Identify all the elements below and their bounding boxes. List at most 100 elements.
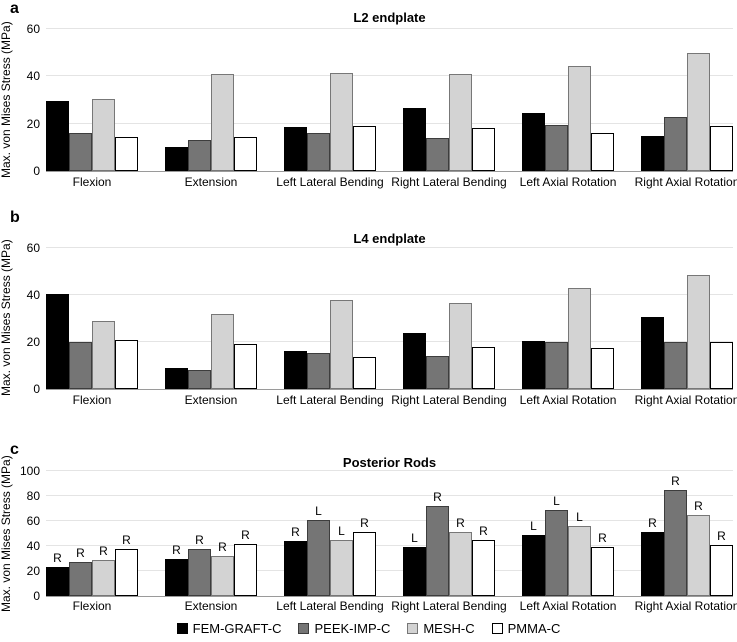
bar-slot	[545, 29, 568, 171]
gridline	[46, 545, 733, 546]
bar-slot	[472, 248, 495, 389]
bar-mesh-c	[568, 526, 591, 596]
bar-pmma-c	[234, 136, 257, 171]
category-label: Right Lateral Bending	[391, 599, 507, 613]
bar-slot	[165, 29, 188, 171]
category-label: Extension	[184, 175, 238, 189]
bar-slot: R	[449, 471, 472, 596]
bar-slot	[307, 29, 330, 171]
gridline	[46, 28, 733, 29]
y-tick-label: 20	[26, 564, 40, 578]
bar-group	[165, 29, 257, 171]
y-tick-label: 60	[26, 514, 40, 528]
category-label: Left Axial Rotation	[519, 393, 617, 407]
bar-slot: R	[188, 471, 211, 596]
category-cell: Left Axial Rotation	[520, 599, 617, 613]
gridline	[46, 122, 733, 124]
rod-side-label: R	[456, 516, 465, 531]
legend-label: MESH-C	[423, 621, 475, 636]
bar-mesh-c	[211, 556, 234, 596]
category-label: Right Lateral Bending	[391, 393, 507, 407]
y-axis-title: Max. von Mises Stress (MPa)	[0, 21, 13, 179]
bar-mesh-c	[449, 532, 472, 596]
category-cell: Left Lateral Bending	[276, 175, 383, 189]
bar-slot	[641, 29, 664, 171]
bar-mesh-c	[449, 303, 472, 389]
legend-swatch	[407, 623, 419, 634]
category-cell: Left Lateral Bending	[276, 393, 383, 407]
bar-mesh-c	[568, 287, 591, 389]
category-label: Left Lateral Bending	[276, 599, 384, 613]
rod-side-label: R	[99, 544, 108, 559]
bar-group	[641, 29, 733, 171]
bar-mesh-c	[92, 98, 115, 171]
panel-letter-c: c	[10, 441, 19, 458]
bar-fem-graft-c	[522, 534, 545, 596]
gridline	[46, 570, 733, 571]
bar-group	[46, 248, 138, 389]
bar-slot: L	[403, 471, 426, 596]
rod-side-label: R	[76, 545, 85, 560]
category-cell: Left Axial Rotation	[520, 175, 617, 189]
bar-fem-graft-c	[165, 367, 188, 389]
gridline	[46, 470, 733, 471]
bar-slot	[92, 248, 115, 389]
legend-item: FEM-GRAFT-C	[176, 621, 281, 636]
y-tick-label: 0	[33, 589, 40, 603]
gridline	[46, 294, 733, 295]
bar-slot: R	[591, 471, 614, 596]
gridline	[46, 75, 733, 77]
rod-side-label: L	[315, 503, 322, 518]
rod-side-label: L	[411, 531, 418, 546]
bar-group	[403, 29, 495, 171]
rod-side-label: R	[172, 543, 181, 558]
bar-fem-graft-c	[641, 532, 664, 596]
bar-fem-graft-c	[165, 147, 188, 171]
bar-group	[46, 29, 138, 171]
bar-peek-imp-c	[426, 506, 449, 596]
category-cell: Extension	[165, 393, 257, 407]
bar-peek-imp-c	[69, 342, 92, 389]
bar-slot	[426, 29, 449, 171]
bar-pmma-c	[710, 342, 733, 389]
bar-slot	[211, 29, 234, 171]
bar-pmma-c	[710, 126, 733, 171]
bar-peek-imp-c	[664, 342, 687, 389]
category-cell: Right Lateral Bending	[391, 393, 506, 407]
bar-slot	[568, 29, 591, 171]
bar-slot	[69, 248, 92, 389]
bar-peek-imp-c	[664, 116, 687, 171]
bar-slot	[188, 248, 211, 389]
bar-pmma-c	[472, 346, 495, 389]
bar-slot: R	[284, 471, 307, 596]
rod-side-label: R	[479, 523, 488, 538]
bar-mesh-c	[568, 65, 591, 171]
y-tick-label: 60	[26, 22, 40, 36]
bar-slot	[403, 248, 426, 389]
bar-mesh-c	[687, 52, 710, 171]
y-axis-ticks: 0 20 40 60	[14, 242, 43, 395]
y-tick-label: 100	[19, 464, 40, 478]
rod-side-label: R	[433, 490, 442, 504]
bar-fem-graft-c	[284, 351, 307, 389]
bar-fem-graft-c	[641, 317, 664, 389]
bar-slot: R	[641, 471, 664, 596]
bar-peek-imp-c	[307, 519, 330, 596]
panel-l4-endplate: b Max. von Mises Stress (MPa) L4 endplat…	[0, 200, 737, 415]
rod-side-label: R	[694, 498, 703, 513]
gridline	[46, 520, 733, 521]
bar-fem-graft-c	[46, 101, 69, 171]
category-label: Right Axial Rotation	[634, 599, 737, 613]
bar-peek-imp-c	[664, 489, 687, 596]
bar-slot	[330, 29, 353, 171]
category-cell: Flexion	[46, 599, 138, 613]
bar-slot	[591, 29, 614, 171]
category-label: Flexion	[72, 175, 112, 189]
legend-swatch	[298, 623, 310, 634]
bar-pmma-c	[710, 544, 733, 596]
panel-letter-a: a	[10, 0, 19, 17]
bar-slot	[234, 248, 257, 389]
rod-side-label: R	[648, 516, 657, 531]
bar-slot	[710, 29, 733, 171]
bar-pmma-c	[472, 539, 495, 596]
